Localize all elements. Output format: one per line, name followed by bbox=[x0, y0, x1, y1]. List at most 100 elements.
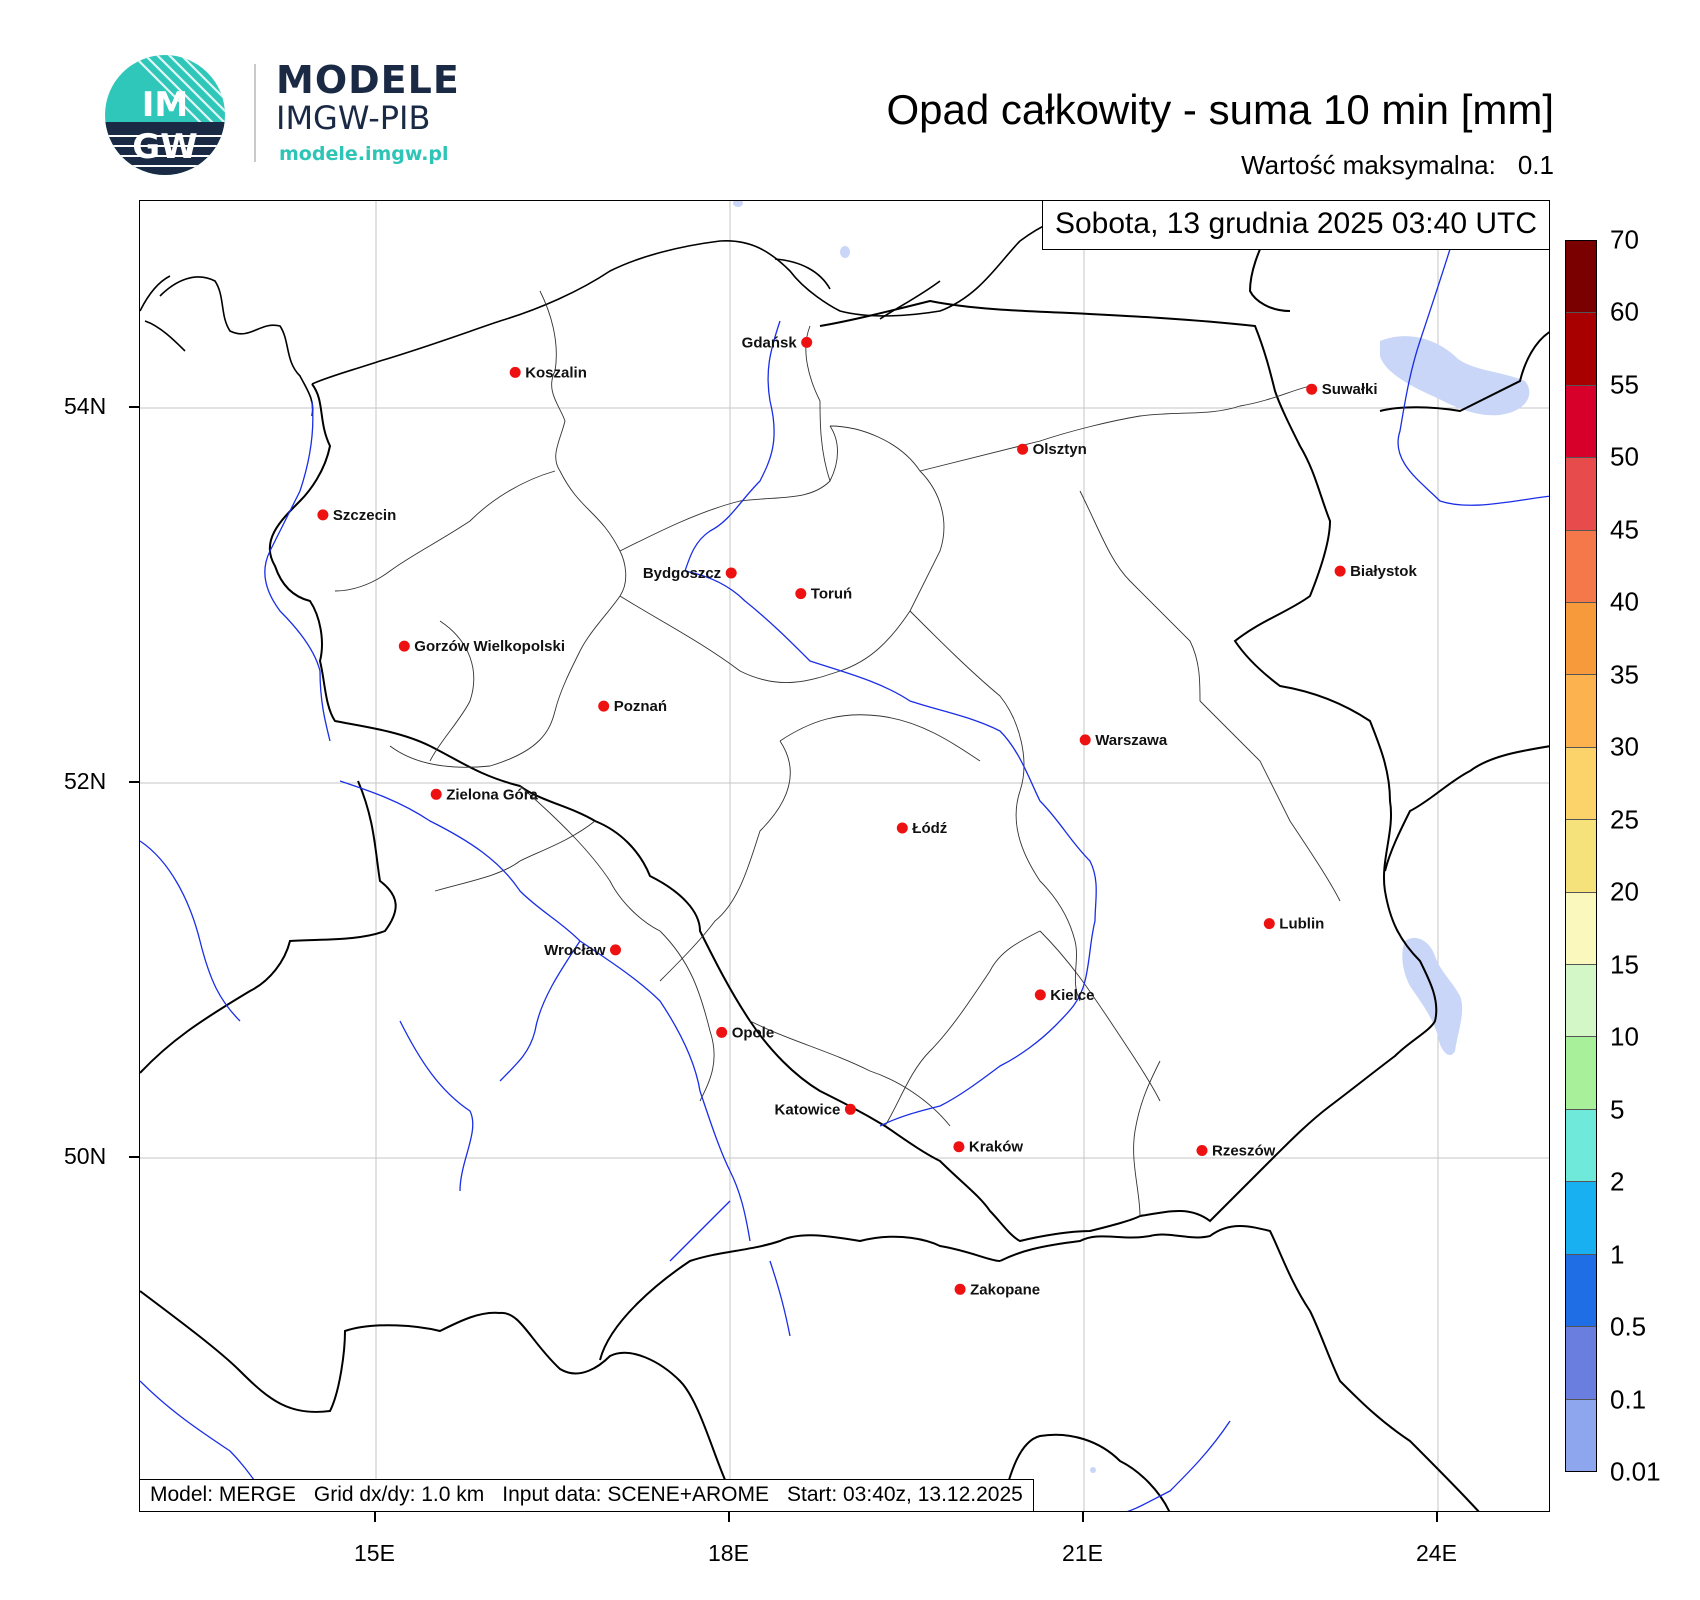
city-label: Wrocław bbox=[544, 942, 606, 959]
city-marker[interactable] bbox=[610, 944, 621, 956]
colorbar-label: 0.01 bbox=[1610, 1456, 1661, 1487]
city-label: Suwałki bbox=[1322, 381, 1378, 398]
lon-tick bbox=[374, 1512, 376, 1522]
poland-border bbox=[268, 299, 1438, 1243]
city-label: Bydgoszcz bbox=[643, 565, 721, 582]
colorbar-label: 2 bbox=[1610, 1166, 1625, 1197]
city-label: Lublin bbox=[1279, 916, 1324, 933]
colorbar-label: 60 bbox=[1610, 296, 1639, 327]
city-label: Toruń bbox=[811, 586, 852, 603]
city-marker[interactable] bbox=[795, 588, 807, 600]
baltic-coast bbox=[311, 201, 1161, 385]
city-label: Katowice bbox=[775, 1101, 841, 1118]
city-marker[interactable] bbox=[1263, 918, 1275, 930]
logo-text-bottom: GW bbox=[132, 127, 197, 167]
city-label: Kraków bbox=[969, 1139, 1024, 1156]
colorbar-label: 40 bbox=[1610, 586, 1639, 617]
usedom-coast bbox=[140, 275, 186, 352]
neighbour-borders bbox=[140, 201, 1549, 1511]
city-marker[interactable] bbox=[725, 567, 737, 579]
city-marker[interactable] bbox=[954, 1283, 966, 1295]
colorbar-segment bbox=[1566, 675, 1596, 748]
city-label: Poznań bbox=[614, 698, 667, 715]
city-label: Olsztyn bbox=[1033, 441, 1087, 458]
max-value-label: Wartość maksymalna: bbox=[1241, 150, 1496, 180]
lat-label-50n: 50N bbox=[64, 1143, 107, 1169]
date-box: Sobota, 13 grudnia 2025 03:40 UTC bbox=[1041, 201, 1549, 250]
colorbar-label: 15 bbox=[1610, 949, 1639, 980]
colorbar-label: 0.1 bbox=[1610, 1384, 1647, 1415]
colorbar-label: 20 bbox=[1610, 876, 1639, 907]
map-canvas[interactable]: Gdańsk Koszalin Suwałki Olsztyn Szczecin Biał… bbox=[140, 201, 1550, 1512]
lat-tick bbox=[129, 781, 139, 783]
colorbar-segment bbox=[1566, 1254, 1596, 1328]
vistula-spit bbox=[879, 280, 941, 320]
lat-tick bbox=[129, 1156, 139, 1158]
lon-label-15e: 15E bbox=[354, 1540, 395, 1566]
brand-org: IMGW-PIB bbox=[276, 99, 431, 137]
footer-model: Model: MERGE bbox=[150, 1483, 296, 1506]
lat-tick bbox=[129, 406, 139, 408]
logo-divider bbox=[254, 64, 256, 162]
colorbar-label: 0.5 bbox=[1610, 1311, 1647, 1342]
city-marker[interactable] bbox=[1017, 443, 1029, 455]
colorbar-segment bbox=[1566, 530, 1596, 604]
city-label: Zakopane bbox=[970, 1281, 1040, 1298]
colorbar-segment bbox=[1566, 1037, 1596, 1110]
city-marker[interactable] bbox=[1079, 734, 1091, 746]
city-marker[interactable] bbox=[509, 366, 521, 378]
map-frame[interactable]: Gdańsk Koszalin Suwałki Olsztyn Szczecin Biał… bbox=[139, 200, 1550, 1512]
city-marker[interactable] bbox=[1306, 383, 1318, 395]
colorbar-segment bbox=[1566, 1182, 1596, 1255]
colorbar bbox=[1565, 240, 1597, 1472]
water-bodies bbox=[733, 201, 1530, 1473]
city-marker[interactable] bbox=[1034, 989, 1046, 1001]
rivers bbox=[140, 245, 1549, 1511]
colorbar-label: 10 bbox=[1610, 1021, 1639, 1052]
city-label: Zielona Góra bbox=[446, 786, 538, 803]
map-title: Opad całkowity - suma 10 min [mm] bbox=[886, 86, 1554, 133]
city-marker[interactable] bbox=[896, 822, 908, 834]
colorbar-segment bbox=[1566, 1109, 1596, 1183]
max-value-row: Wartość maksymalna: 0.1 bbox=[1241, 150, 1554, 181]
colorbar-segment bbox=[1566, 747, 1596, 821]
colorbar-label: 35 bbox=[1610, 659, 1639, 690]
city-marker[interactable] bbox=[598, 700, 610, 712]
city-label: Białystok bbox=[1350, 563, 1417, 580]
city-marker[interactable] bbox=[801, 336, 813, 348]
regional-borders bbox=[334, 290, 1341, 1217]
city-marker[interactable] bbox=[398, 640, 410, 652]
lon-label-21e: 21E bbox=[1062, 1540, 1103, 1566]
city-marker[interactable] bbox=[1196, 1145, 1208, 1156]
lon-label-18e: 18E bbox=[708, 1540, 749, 1566]
lat-label-52n: 52N bbox=[64, 768, 107, 794]
colorbar-segment bbox=[1566, 1399, 1596, 1471]
colorbar-label: 50 bbox=[1610, 441, 1639, 472]
lon-tick bbox=[1436, 1512, 1438, 1522]
lon-tick bbox=[1082, 1512, 1084, 1522]
city-label: Opole bbox=[732, 1024, 775, 1041]
footer-input: Input data: SCENE+AROME bbox=[502, 1483, 769, 1506]
brand-url[interactable]: modele.imgw.pl bbox=[279, 143, 449, 165]
colorbar-segment bbox=[1566, 603, 1596, 676]
city-marker[interactable] bbox=[317, 509, 329, 521]
colorbar-segment bbox=[1566, 1327, 1596, 1400]
city-marker[interactable] bbox=[953, 1141, 965, 1153]
logo-text-top: IM bbox=[142, 85, 188, 125]
city-label: Koszalin bbox=[525, 364, 587, 381]
city-marker[interactable] bbox=[430, 788, 442, 800]
model-info-footer: Model: MERGE Grid dx/dy: 1.0 km Input data… bbox=[140, 1479, 1034, 1511]
hel-peninsula bbox=[774, 258, 831, 290]
colorbar-segment bbox=[1566, 241, 1596, 314]
city-marker[interactable] bbox=[716, 1026, 728, 1038]
colorbar-segment bbox=[1566, 965, 1596, 1038]
city-label: Gdańsk bbox=[742, 334, 798, 351]
city-label: Kielce bbox=[1050, 987, 1094, 1004]
imgw-logo-icon: IM GW bbox=[105, 55, 225, 175]
city-marker[interactable] bbox=[1334, 565, 1346, 577]
city-label: Warszawa bbox=[1095, 732, 1168, 749]
lat-label-54n: 54N bbox=[64, 393, 107, 419]
colorbar-segment bbox=[1566, 385, 1596, 459]
city-marker[interactable] bbox=[844, 1103, 856, 1115]
colorbar-label: 30 bbox=[1610, 731, 1639, 762]
